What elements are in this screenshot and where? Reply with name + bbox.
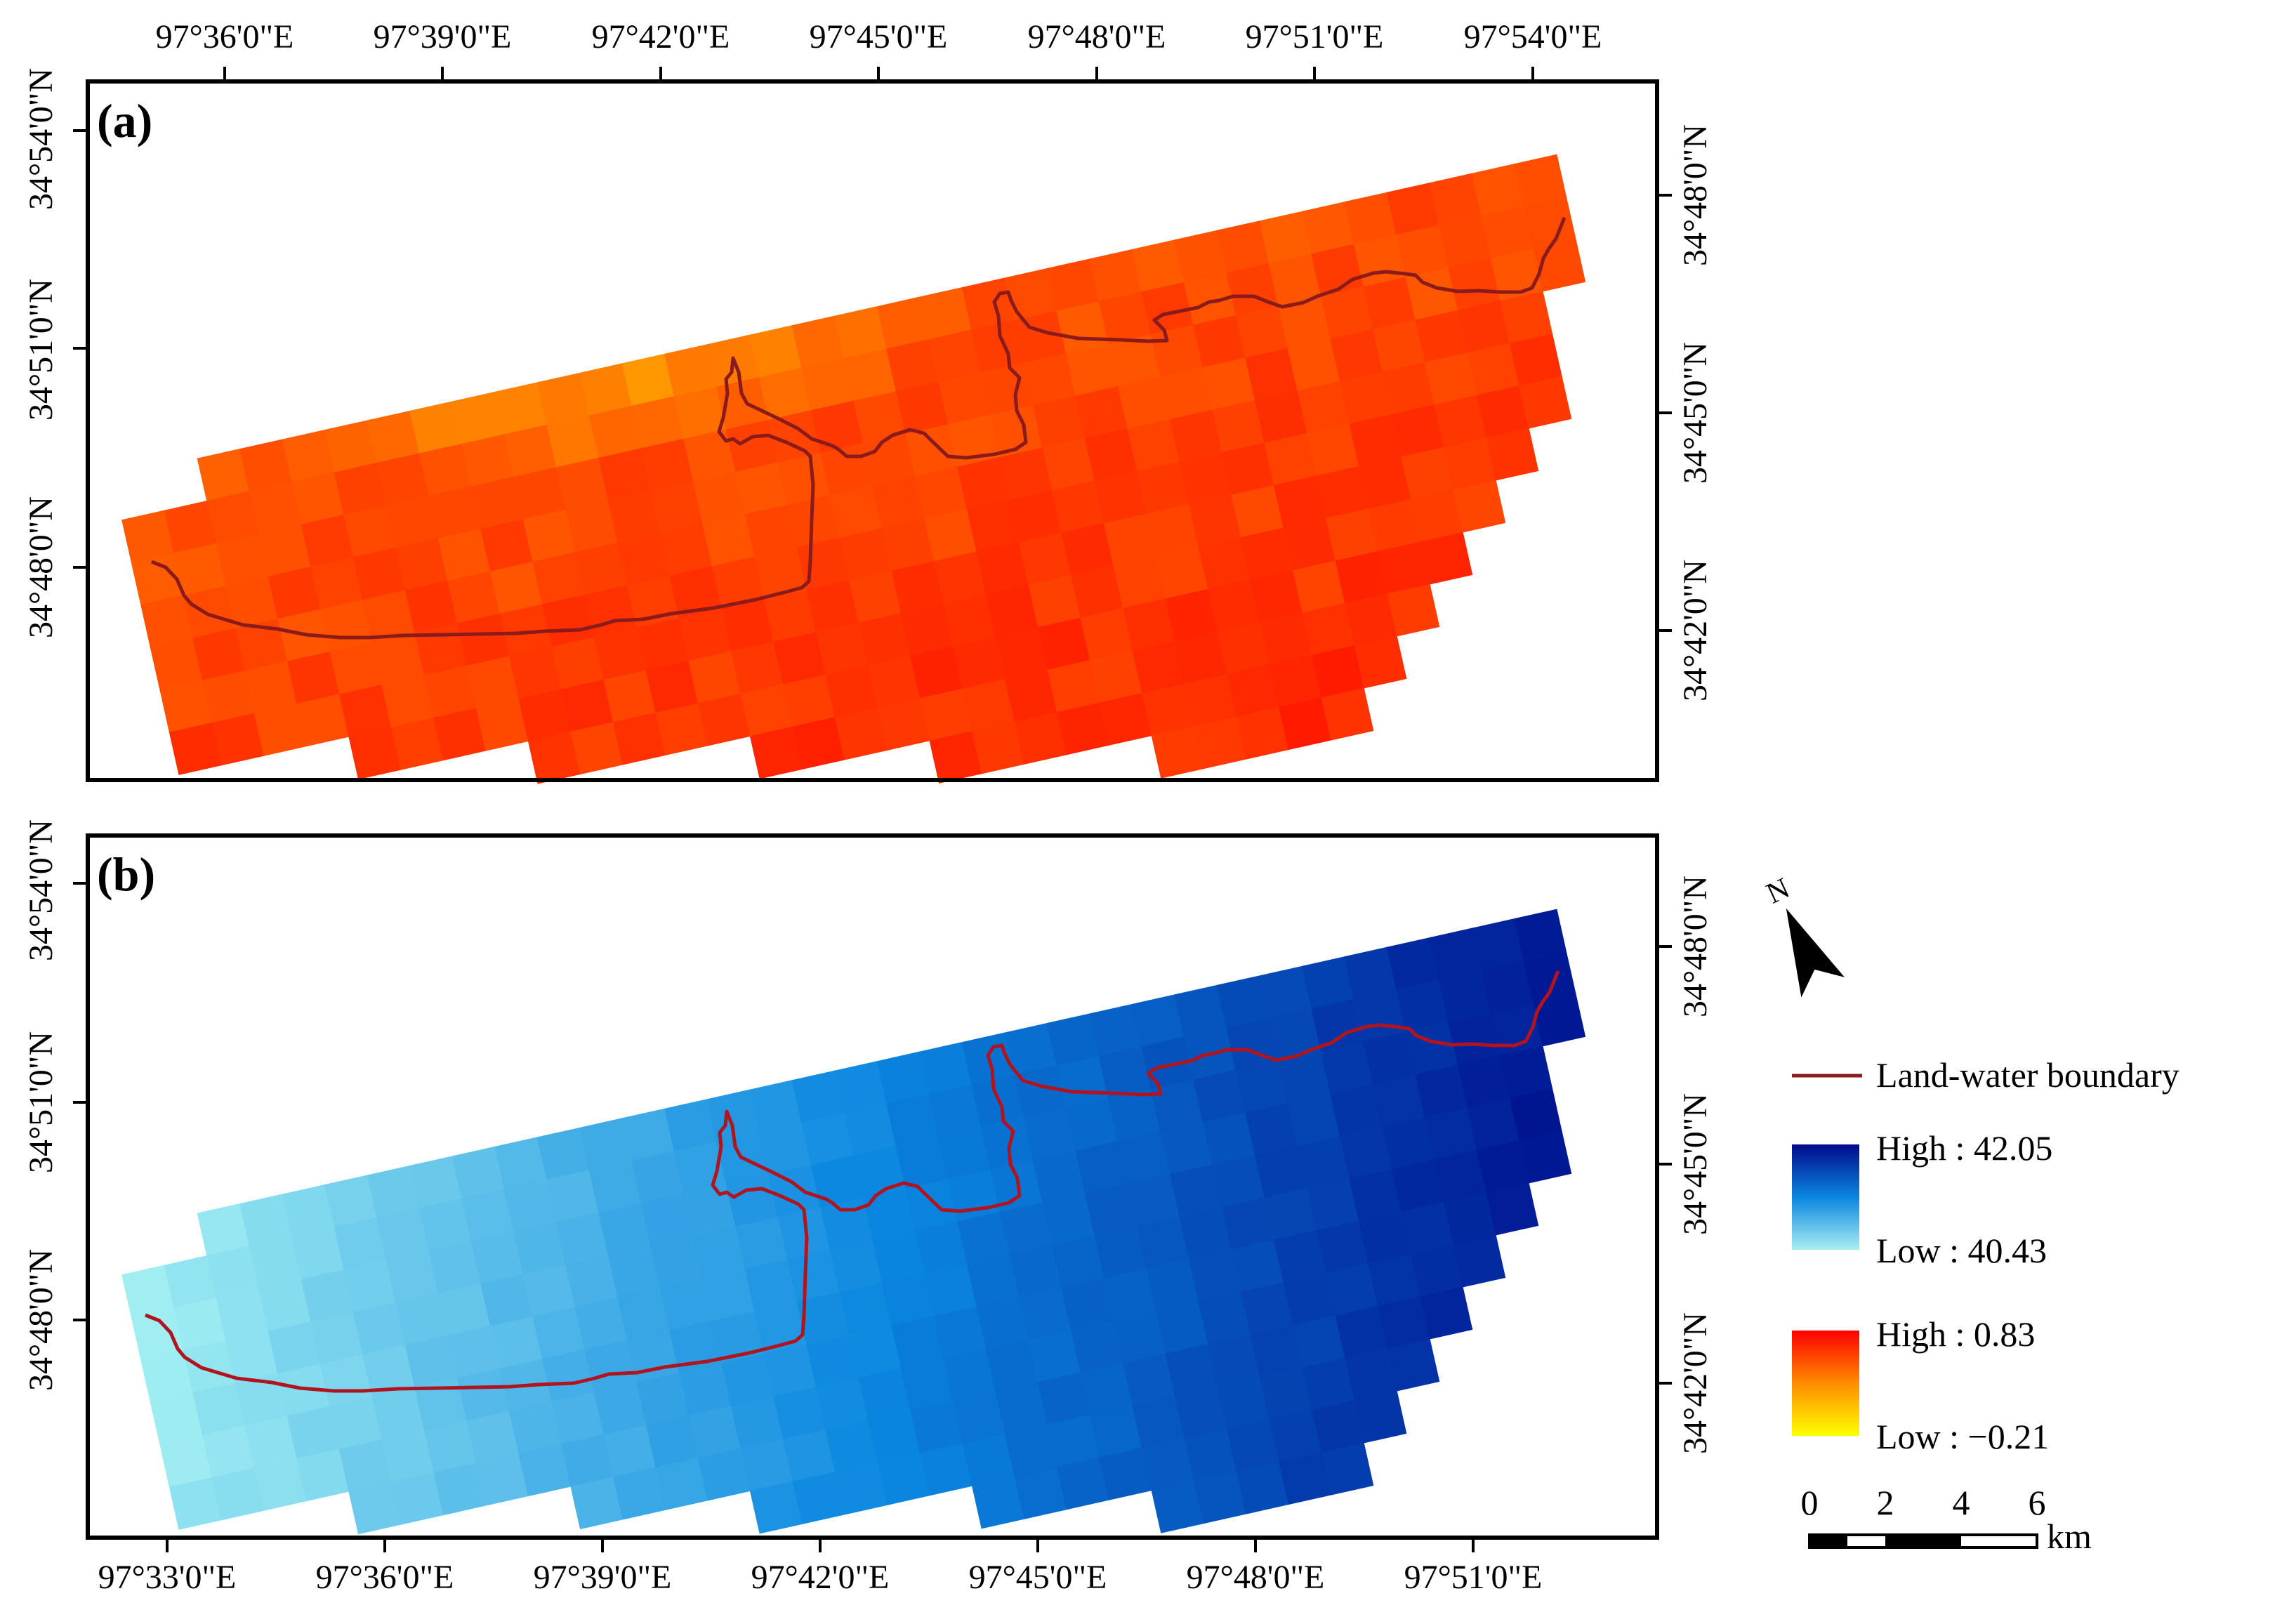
bottom-tick-label: 97°39'0"E [534,1559,672,1596]
north-arrow-icon [1786,908,1845,998]
north-arrow-label: N [1762,872,1795,911]
top-tick-label: 97°39'0"E [374,18,512,55]
left-tick-label: 34°54'0"N [22,819,60,961]
scale-tick-label: 2 [1877,1483,1894,1522]
left-tick-label: 34°48'0"N [22,496,60,638]
raster-cell [1453,480,1506,533]
panel-b: 34°54'0"N 34°51'0"N 34°48'0"N 34°48'0"N … [22,819,1714,1596]
blue-colorbar [1792,1144,1859,1250]
scale-tick-label: 6 [2029,1483,2046,1522]
right-tick-label: 34°48'0"N [1677,876,1714,1017]
legend-boundary-label: Land-water boundary [1876,1055,2180,1095]
north-arrow: N [1762,872,1845,998]
bottom-tick-label: 97°45'0"E [969,1559,1107,1596]
scale-bar-segment [1809,1535,1847,1547]
raster-cell [1420,1286,1473,1340]
top-tick-label: 97°51'0"E [1246,18,1384,55]
map-frame [86,833,1659,1540]
raster-grid-a [121,154,1586,784]
scale-bar: 0 2 4 6 km [1801,1483,2092,1556]
scale-tick-label: 0 [1801,1483,1819,1522]
raster-grid-b [121,909,1586,1535]
top-tick-label: 97°36'0"E [156,18,294,55]
raster-cell [1321,687,1374,741]
raster-cell [1486,428,1539,481]
left-tick-label: 34°51'0"N [22,1031,60,1173]
raster-cell [1486,1182,1539,1236]
land-water-boundary-line [151,217,1567,640]
map-frame [86,79,1659,782]
raster-cell [1453,1234,1506,1288]
panel-label: (b) [97,847,155,901]
raster-cell [1519,376,1572,429]
right-latitude-labels: 34°48'0"N 34°45'0"N 34°42'0"N [1677,124,1714,701]
blue-low-label: Low : 40.43 [1876,1231,2047,1270]
bottom-tick-label: 97°48'0"E [1187,1559,1325,1596]
right-latitude-labels: 34°48'0"N 34°45'0"N 34°42'0"N [1677,876,1714,1454]
right-tick-label: 34°42'0"N [1677,560,1714,701]
panel-label: (a) [97,94,152,147]
frame-ticks [73,67,1672,632]
right-tick-label: 34°45'0"N [1677,342,1714,484]
left-latitude-labels: 34°54'0"N 34°51'0"N 34°48'0"N [22,819,60,1391]
scale-bar-segment [1885,1535,1961,1547]
scale-tick-label: 4 [1953,1483,1970,1522]
red-low-label: Low : −0.21 [1876,1417,2049,1456]
right-tick-label: 34°45'0"N [1677,1093,1714,1235]
bottom-tick-label: 97°51'0"E [1404,1559,1543,1596]
scale-unit-label: km [2047,1517,2092,1556]
raster-cell [1533,993,1586,1047]
top-tick-label: 97°54'0"E [1464,18,1602,55]
left-latitude-labels: 34°54'0"N 34°51'0"N 34°48'0"N [22,68,60,638]
right-tick-label: 34°48'0"N [1677,124,1714,266]
left-tick-label: 34°54'0"N [22,68,60,210]
bottom-tick-label: 97°33'0"E [98,1559,237,1596]
red-high-label: High : 0.83 [1876,1314,2035,1354]
bottom-tick-label: 97°36'0"E [316,1559,454,1596]
left-tick-label: 34°51'0"N [22,279,60,421]
red-colorbar [1792,1331,1859,1436]
raster-cell [1420,532,1473,585]
raster-cell [1519,1130,1572,1184]
top-tick-label: 97°45'0"E [810,18,948,55]
top-tick-label: 97°42'0"E [592,18,730,55]
top-longitude-labels: 97°36'0"E 97°39'0"E 97°42'0"E 97°45'0"E … [156,18,1602,55]
left-tick-label: 34°48'0"N [22,1249,60,1391]
raster-cell [1387,1338,1440,1392]
frame-ticks [73,882,1672,1552]
raster-cell [1354,635,1407,689]
blue-high-label: High : 42.05 [1876,1128,2052,1168]
raster-cell [1354,1390,1407,1444]
bottom-tick-label: 97°42'0"E [751,1559,890,1596]
right-tick-label: 34°42'0"N [1677,1312,1714,1454]
top-tick-label: 97°48'0"E [1028,18,1166,55]
land-water-boundary-line [145,970,1560,1393]
legend: Land-water boundary High : 42.05 Low : 4… [1792,1055,2180,1456]
raster-cell [1387,583,1440,637]
panel-a: 97°36'0"E 97°39'0"E 97°42'0"E 97°45'0"E … [22,18,1714,784]
raster-cell [1321,1442,1374,1496]
bottom-longitude-labels: 97°33'0"E 97°36'0"E 97°39'0"E 97°42'0"E … [98,1559,1543,1596]
